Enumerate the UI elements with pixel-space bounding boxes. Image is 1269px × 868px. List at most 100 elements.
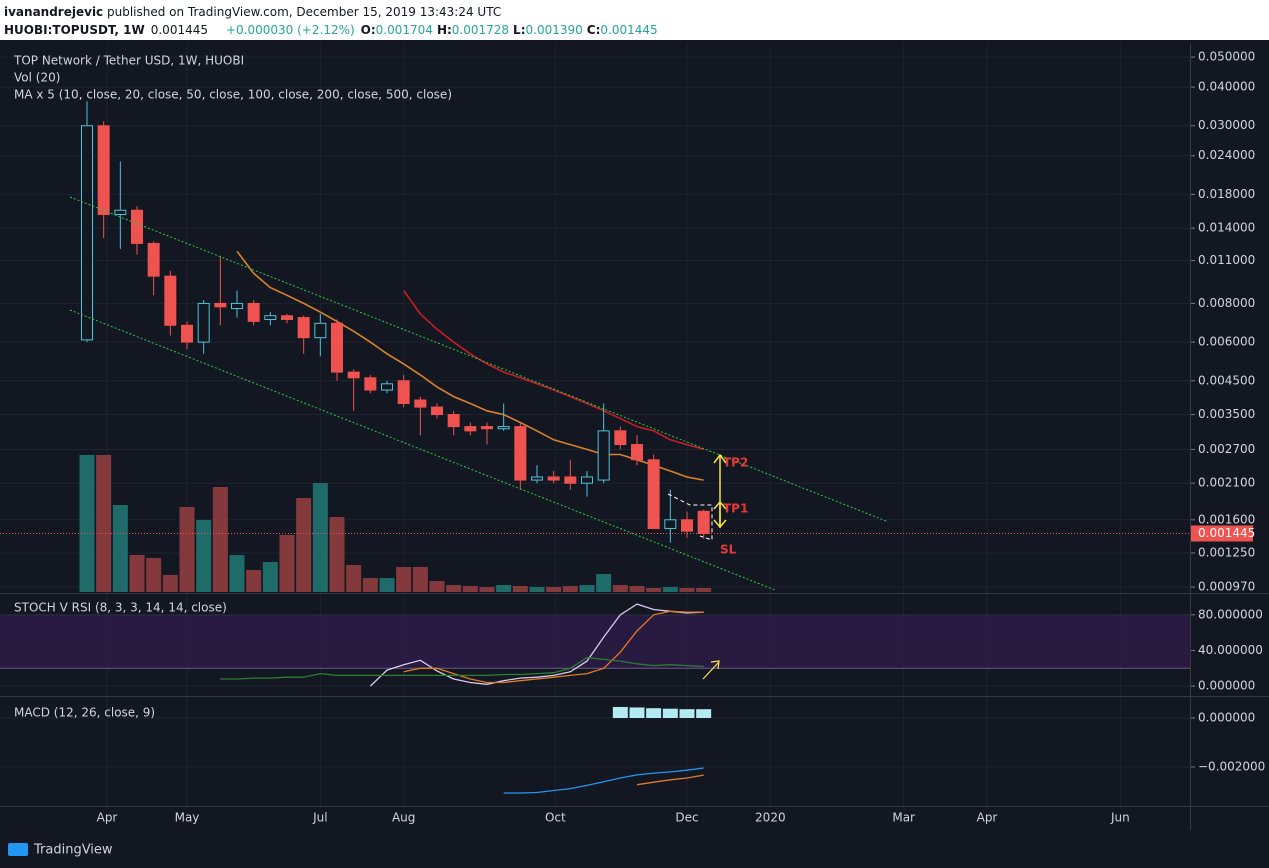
candle-body — [81, 125, 93, 341]
y-tick-label: 0.030000 — [1198, 118, 1255, 132]
y-tick-label: −0.002000 — [1198, 760, 1265, 774]
volume-bar — [112, 505, 128, 592]
indicator-line — [403, 290, 704, 451]
pane-title: STOCH V RSI (8, 3, 3, 14, 14, close) — [14, 601, 227, 615]
candle-body — [147, 242, 160, 277]
volume-bar — [462, 586, 478, 592]
y-tick-label: 0.011000 — [1198, 253, 1255, 267]
pane-title: TOP Network / Tether USD, 1W, HUOBI — [13, 54, 244, 68]
pane-title: MACD (12, 26, close, 9) — [14, 706, 155, 720]
tp-arrow-head — [713, 453, 727, 464]
candle-body — [564, 476, 577, 484]
marks: Apr May Jul Aug Oct Dec 2020 Mar Apr Jun 0.050000 0… — [0, 50, 1265, 825]
candle-body — [331, 322, 343, 373]
candle-body — [647, 459, 660, 529]
rsi-arrow-head — [710, 660, 720, 670]
x-tick-label: Apr — [97, 811, 118, 825]
indicator-line — [236, 250, 704, 481]
volume-bar — [579, 585, 595, 592]
y-tick-label: 40.000000 — [1198, 643, 1263, 657]
candle-body — [497, 426, 510, 430]
candle-body — [231, 302, 243, 310]
volume-bar — [246, 570, 262, 592]
candle-body — [131, 209, 143, 244]
candle-body — [481, 426, 493, 430]
candle-body — [214, 302, 227, 308]
macd-bar — [679, 709, 695, 719]
volume-bar — [662, 587, 678, 592]
y-tick-label: 0.000000 — [1198, 679, 1255, 693]
x-tick-label: May — [175, 811, 200, 825]
published: published on TradingView.com, December 1… — [103, 5, 501, 19]
indicator-line — [636, 774, 704, 786]
x-tick-label: 2020 — [755, 811, 786, 825]
candle-body — [264, 315, 277, 320]
volume-bar — [146, 558, 162, 592]
macd-bar — [662, 708, 678, 719]
symbol-line: HUOBI:TOPUSDT, 1W 0.001445 +0.000030 (+2.1… — [4, 23, 658, 37]
y-tick-label: 0.040000 — [1198, 80, 1255, 94]
volume-bar — [496, 585, 512, 592]
macd-bar — [629, 707, 645, 719]
grid — [0, 44, 1190, 806]
y-tick-label: 0.006000 — [1198, 335, 1255, 349]
x-tick-label: Apr — [977, 811, 998, 825]
volume-bar — [329, 517, 345, 592]
candle-body — [547, 476, 560, 481]
brand-logo — [8, 843, 28, 856]
x-tick-label: Jul — [312, 811, 327, 825]
candle-body — [464, 426, 477, 432]
candle-body — [97, 125, 110, 216]
candle-body — [414, 399, 427, 408]
channel-line — [69, 309, 776, 591]
brand: TradingView — [33, 843, 113, 858]
candle-body — [281, 315, 293, 320]
macd-bar — [646, 708, 662, 719]
volume-bar — [679, 588, 695, 592]
annotation: TP2 — [723, 456, 748, 470]
volume-bar — [646, 588, 662, 592]
change: +0.000030 (+2.12%) — [226, 23, 355, 37]
volume-bar — [529, 587, 545, 592]
volume-bar — [346, 565, 362, 592]
y-tick-label: 0.002100 — [1198, 476, 1255, 490]
volume-bar — [512, 586, 528, 592]
tp1-arrow-head — [713, 500, 727, 510]
candle-body — [514, 426, 527, 481]
candle-body — [164, 275, 177, 326]
tp1-arrow-head — [713, 519, 727, 529]
volume-bar — [162, 575, 178, 592]
y-tick-label: 0.001600 — [1198, 512, 1255, 526]
candle-body — [397, 380, 410, 405]
candle-body — [631, 444, 643, 461]
indicator-line — [220, 656, 704, 680]
candle-body — [347, 371, 360, 379]
volume-bar — [196, 520, 212, 592]
macd-bar — [696, 709, 712, 719]
volume-bar — [96, 455, 112, 592]
candle-body — [697, 510, 710, 534]
volume-bar — [296, 498, 312, 592]
candle-body — [581, 476, 593, 484]
volume-bar — [629, 586, 645, 592]
volume-bar — [79, 455, 95, 592]
x-tick-label: Jun — [1110, 811, 1130, 825]
volume-bar — [229, 555, 245, 592]
price: 0.001445 — [151, 23, 208, 37]
last-price-label: 0.001445 — [1198, 526, 1255, 540]
annotation: TP1 — [723, 502, 748, 516]
publish-line: ivanandrejevic published on TradingView.… — [4, 5, 501, 19]
volume-bar — [262, 562, 278, 592]
volume-bar — [546, 587, 562, 592]
candle-body — [597, 430, 610, 481]
ohlc-value: 0.001728 — [452, 23, 509, 37]
indicator-line — [403, 610, 704, 684]
volume-bar — [312, 483, 328, 592]
y-tick-label: 0.003500 — [1198, 407, 1255, 421]
symbol: HUOBI:TOPUSDT, 1W — [4, 23, 145, 37]
indicator-line — [503, 767, 704, 794]
ohlc-value: 0.001704 — [376, 23, 433, 37]
ohlc-value: 0.001445 — [600, 23, 657, 37]
volume-bar — [596, 574, 612, 592]
